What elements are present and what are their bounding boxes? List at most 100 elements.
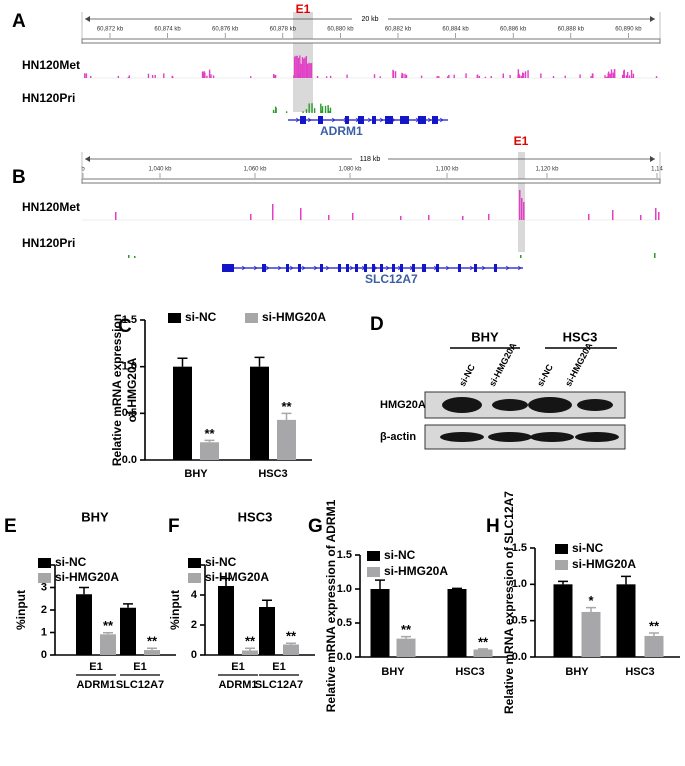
gene-exon	[494, 264, 497, 272]
ruler-tick-label: 60,872 kb	[97, 27, 124, 33]
blot-group: HSC3	[563, 329, 598, 344]
signal-peak	[478, 76, 481, 78]
blot-band	[577, 399, 613, 411]
signal-peak	[329, 75, 332, 78]
signal-peak	[628, 75, 631, 78]
error-bar	[558, 580, 568, 585]
signal-peak	[163, 73, 165, 78]
x-tick-label: E1	[231, 661, 244, 673]
signal-peak	[520, 255, 522, 258]
signal-peak	[307, 63, 309, 78]
signal-peak	[203, 71, 205, 78]
signal-peak	[607, 71, 610, 78]
blot-band	[492, 399, 528, 411]
y-tick-label: 0.0	[512, 651, 527, 663]
signal-peak	[630, 70, 633, 78]
signal-peak	[373, 74, 376, 78]
error-bar	[254, 356, 265, 367]
error-bar	[147, 647, 157, 651]
bar	[277, 419, 296, 460]
error-bar	[401, 635, 411, 639]
signal-peak	[300, 208, 302, 220]
signal-peak	[564, 75, 566, 78]
x-group-label: SLC12A7	[116, 679, 164, 691]
significance-label: **	[281, 399, 292, 414]
bar	[644, 635, 664, 657]
gene-exon	[436, 264, 439, 272]
y-tick-label: 1.0	[512, 578, 527, 590]
signal-peak	[476, 75, 478, 78]
gene-strand	[379, 117, 384, 123]
signal-peak	[519, 75, 521, 78]
bar	[616, 584, 636, 657]
signal-peak	[204, 72, 206, 78]
legend-swatch	[367, 567, 380, 577]
x-tick-label: E1	[133, 661, 146, 673]
ruler-tick-label: 60,876 kb	[212, 27, 239, 33]
significance-label: **	[649, 618, 660, 633]
signal-peak	[453, 74, 455, 78]
gene-exon	[320, 264, 323, 272]
gene-strand	[295, 117, 300, 123]
signal-peak	[250, 214, 252, 220]
blot-band	[488, 432, 532, 442]
y-tick-label: 0.5	[122, 407, 137, 419]
signal-peak	[212, 75, 215, 78]
legend-label: si-NC	[384, 548, 416, 562]
chromosome-bar	[81, 178, 661, 184]
legend-label: si-NC	[572, 541, 604, 555]
signal-peak	[84, 73, 86, 78]
error-bar	[262, 599, 272, 607]
highlight-label: E1	[514, 134, 529, 148]
signal-peak	[250, 76, 252, 78]
legend-label: si-HMG20A	[205, 570, 269, 584]
signal-peak	[446, 76, 449, 78]
signal-peak	[285, 111, 288, 113]
significance-label: **	[478, 634, 489, 649]
blot-band	[530, 432, 574, 442]
signal-peak	[509, 75, 511, 78]
signal-peak	[465, 73, 467, 78]
bar	[200, 442, 219, 460]
panel-letter: E	[4, 516, 17, 537]
track-label: HN120Pri	[22, 236, 75, 250]
ruler-label-bg	[352, 153, 388, 165]
gene-exon	[400, 264, 403, 272]
panel-letter: A	[12, 11, 26, 32]
signal-peak	[305, 109, 308, 113]
y-tick-label: 0.5	[337, 617, 352, 629]
signal-peak	[392, 70, 395, 78]
bar	[553, 584, 573, 657]
track-label: HN120Pri	[22, 91, 75, 105]
y-tick-label: 0.5	[512, 615, 527, 627]
signal-peak	[655, 76, 658, 78]
ruler-tick-label: 1,080 kb	[338, 167, 362, 173]
signal-peak	[612, 72, 614, 78]
ruler-tick-label: 60,882 kb	[385, 27, 412, 33]
y-tick-label: 2	[191, 619, 197, 631]
ruler-tick-label: 60,888 kb	[558, 27, 585, 33]
gene-exon	[458, 264, 461, 272]
gene-exon	[222, 264, 234, 272]
signal-peak	[610, 69, 613, 78]
panel-letter: F	[168, 516, 180, 537]
signal-peak	[308, 62, 310, 78]
signal-peak	[305, 55, 307, 78]
gene-exon	[385, 116, 393, 124]
signal-peak	[327, 108, 329, 113]
bar	[259, 607, 275, 655]
gene-exon	[338, 264, 341, 272]
ruler-tick-label: 60,886 kb	[500, 27, 527, 33]
signal-peak	[488, 214, 490, 220]
signal-peak	[462, 216, 464, 220]
bar	[242, 650, 258, 655]
signal-peak	[632, 76, 634, 78]
error-bar	[452, 587, 462, 590]
legend-label: si-NC	[55, 555, 87, 569]
ruler-tick-label: 60,874 kb	[154, 27, 181, 33]
error-bar	[281, 412, 292, 420]
y-tick-label: 3	[41, 581, 47, 593]
gene-exon	[300, 116, 306, 124]
blot-group: BHY	[471, 329, 499, 344]
signal-peak	[304, 57, 306, 78]
